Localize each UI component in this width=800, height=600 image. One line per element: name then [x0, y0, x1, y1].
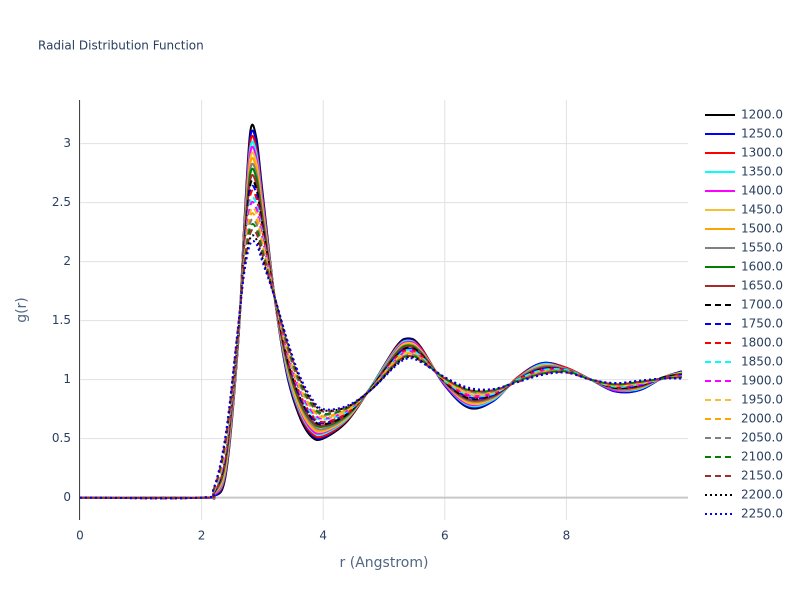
x-tick-label: 4: [319, 529, 327, 543]
legend-label[interactable]: 1250.0: [741, 127, 783, 141]
x-tick-label: 8: [563, 529, 571, 543]
legend-label[interactable]: 1800.0: [741, 336, 783, 350]
legend-item[interactable]: 1250.0: [705, 127, 783, 141]
legend-label[interactable]: 2100.0: [741, 450, 783, 464]
legend-item[interactable]: 1550.0: [705, 241, 783, 255]
x-axis-title: r (Angstrom): [340, 555, 429, 571]
legend-label[interactable]: 1900.0: [741, 374, 783, 388]
legend-item[interactable]: 1950.0: [705, 393, 783, 407]
legend-label[interactable]: 1700.0: [741, 298, 783, 312]
y-tick-label: 2.5: [52, 195, 71, 209]
legend-item[interactable]: 1450.0: [705, 203, 783, 217]
legend-item[interactable]: 2250.0: [705, 507, 783, 521]
legend-item[interactable]: 1750.0: [705, 317, 783, 331]
legend-label[interactable]: 2050.0: [741, 431, 783, 445]
series-line: [79, 200, 683, 500]
y-tick-label: 1: [63, 372, 71, 386]
legend-item[interactable]: 1900.0: [705, 374, 783, 388]
y-tick-label: 1.5: [52, 313, 71, 327]
legend-item[interactable]: 1850.0: [705, 355, 783, 369]
legend-label[interactable]: 1600.0: [741, 260, 783, 274]
legend-item[interactable]: 1700.0: [705, 298, 783, 312]
x-tick-label: 0: [76, 529, 84, 543]
legend-label[interactable]: 1650.0: [741, 279, 783, 293]
legend-item[interactable]: 1200.0: [705, 108, 783, 122]
legend-item[interactable]: 1600.0: [705, 260, 783, 274]
legend-label[interactable]: 2200.0: [741, 488, 783, 502]
legend-label[interactable]: 1850.0: [741, 355, 783, 369]
legend[interactable]: 1200.0 1250.0 1300.0 1350.0 1400.0 1450.0 1500…: [705, 108, 783, 521]
legend-item[interactable]: 2150.0: [705, 469, 783, 483]
series-line: [79, 239, 682, 500]
legend-label[interactable]: 1200.0: [741, 108, 783, 122]
legend-item[interactable]: 1500.0: [705, 222, 783, 236]
legend-item[interactable]: 2100.0: [705, 450, 783, 464]
legend-label[interactable]: 1950.0: [741, 393, 783, 407]
x-tick-label: 6: [441, 529, 449, 543]
plot-lines: [79, 123, 683, 500]
legend-item[interactable]: 1300.0: [705, 146, 783, 160]
legend-item[interactable]: 1800.0: [705, 336, 783, 350]
legend-label[interactable]: 1300.0: [741, 146, 783, 160]
legend-label[interactable]: 1550.0: [741, 241, 783, 255]
series-line: [79, 195, 683, 500]
y-tick-label: 2: [63, 254, 71, 268]
legend-label[interactable]: 1500.0: [741, 222, 783, 236]
legend-item[interactable]: 2000.0: [705, 412, 783, 426]
legend-label[interactable]: 2000.0: [741, 412, 783, 426]
y-tick-label: 0: [63, 490, 71, 504]
legend-label[interactable]: 1450.0: [741, 203, 783, 217]
legend-item[interactable]: 2200.0: [705, 488, 783, 502]
legend-item[interactable]: 1350.0: [705, 165, 783, 179]
legend-item[interactable]: 1650.0: [705, 279, 783, 293]
chart-title: Radial Distribution Function: [38, 39, 204, 53]
y-tick-label: 3: [63, 136, 71, 150]
legend-label[interactable]: 1750.0: [741, 317, 783, 331]
x-tick-label: 2: [198, 529, 206, 543]
y-tick-label: 0.5: [52, 431, 71, 445]
legend-label[interactable]: 2250.0: [741, 507, 783, 521]
y-axis-title: g(r): [14, 297, 30, 323]
legend-item[interactable]: 1400.0: [705, 184, 783, 198]
legend-label[interactable]: 1400.0: [741, 184, 783, 198]
legend-item[interactable]: 2050.0: [705, 431, 783, 445]
legend-label[interactable]: 2150.0: [741, 469, 783, 483]
legend-label[interactable]: 1350.0: [741, 165, 783, 179]
